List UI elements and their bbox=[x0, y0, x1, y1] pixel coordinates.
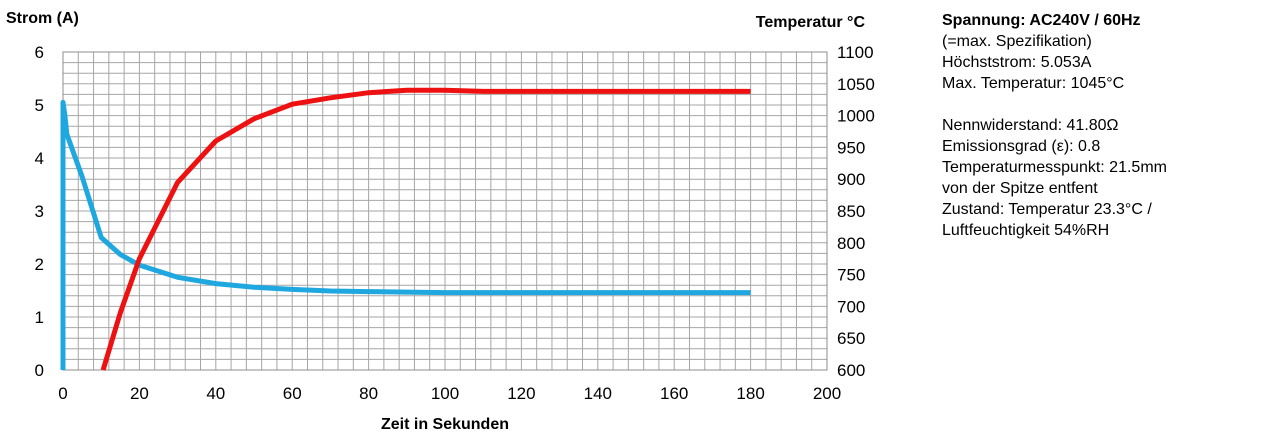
y2-tick-label: 900 bbox=[837, 170, 865, 189]
y2-tick-label: 1100 bbox=[837, 43, 874, 62]
y-axis-title: Strom (A) bbox=[6, 10, 79, 27]
series bbox=[60, 87, 751, 371]
temperature-series-line bbox=[100, 87, 751, 371]
y2-tick-label: 1000 bbox=[837, 107, 875, 126]
y2-tick-label: 850 bbox=[837, 202, 865, 221]
info-title: Spannung: AC240V / 60Hz bbox=[942, 12, 1141, 29]
y-tick-label: 4 bbox=[35, 149, 44, 168]
info-measure-point-cont: von der Spitze entfent bbox=[942, 180, 1098, 197]
y2-axis-title: Temperatur °C bbox=[756, 14, 866, 31]
info-panel: Spannung: AC240V / 60Hz (=max. Spezifika… bbox=[942, 10, 1262, 241]
x-tick-label: 80 bbox=[359, 384, 378, 403]
x-tick-label: 180 bbox=[736, 384, 764, 403]
tick-labels: 0 20 40 60 80 100 120 140 160 180 200 0 1 2 3 4 5 6 600 650… bbox=[35, 43, 875, 403]
y-tick-label: 6 bbox=[35, 43, 44, 62]
info-max-current: Höchststrom: 5.053A bbox=[942, 54, 1092, 71]
x-tick-label: 200 bbox=[813, 384, 841, 403]
info-condition: Zustand: Temperatur 23.3°C / bbox=[942, 201, 1152, 218]
y2-tick-label: 600 bbox=[837, 361, 865, 380]
y-tick-label: 1 bbox=[35, 308, 44, 327]
info-spacer bbox=[942, 94, 1262, 115]
x-tick-label: 0 bbox=[58, 384, 67, 403]
info-emissivity: Emissionsgrad (ε): 0.8 bbox=[942, 138, 1101, 155]
y-tick-label: 3 bbox=[35, 202, 44, 221]
y-tick-label: 0 bbox=[35, 361, 44, 380]
x-tick-label: 140 bbox=[584, 384, 612, 403]
x-tick-label: 160 bbox=[660, 384, 688, 403]
current-series-line bbox=[60, 99, 751, 370]
x-tick-label: 120 bbox=[507, 384, 535, 403]
chart: 0 20 40 60 80 100 120 140 160 180 200 0 1 2 3 4 5 6 600 650… bbox=[6, 10, 875, 433]
x-tick-label: 40 bbox=[206, 384, 225, 403]
y2-tick-label: 800 bbox=[837, 234, 865, 253]
info-max-temp: Max. Temperatur: 1045°C bbox=[942, 75, 1125, 92]
grid bbox=[63, 52, 827, 370]
y2-tick-label: 950 bbox=[837, 138, 865, 157]
info-resistance: Nennwiderstand: 41.80Ω bbox=[942, 117, 1119, 134]
info-measure-point: Temperaturmesspunkt: 21.5mm bbox=[942, 159, 1167, 176]
info-spec: (=max. Spezifikation) bbox=[942, 33, 1092, 50]
x-tick-label: 60 bbox=[283, 384, 302, 403]
y2-tick-label: 650 bbox=[837, 329, 865, 348]
y-tick-label: 5 bbox=[35, 96, 44, 115]
y2-tick-label: 1050 bbox=[837, 75, 875, 94]
y2-tick-label: 700 bbox=[837, 297, 865, 316]
info-condition-cont: Luftfeuchtigkeit 54%RH bbox=[942, 222, 1110, 239]
y-tick-label: 2 bbox=[35, 255, 44, 274]
x-tick-label: 100 bbox=[431, 384, 459, 403]
x-tick-label: 20 bbox=[130, 384, 149, 403]
y2-tick-label: 750 bbox=[837, 266, 865, 285]
x-axis-title: Zeit in Sekunden bbox=[381, 416, 509, 433]
